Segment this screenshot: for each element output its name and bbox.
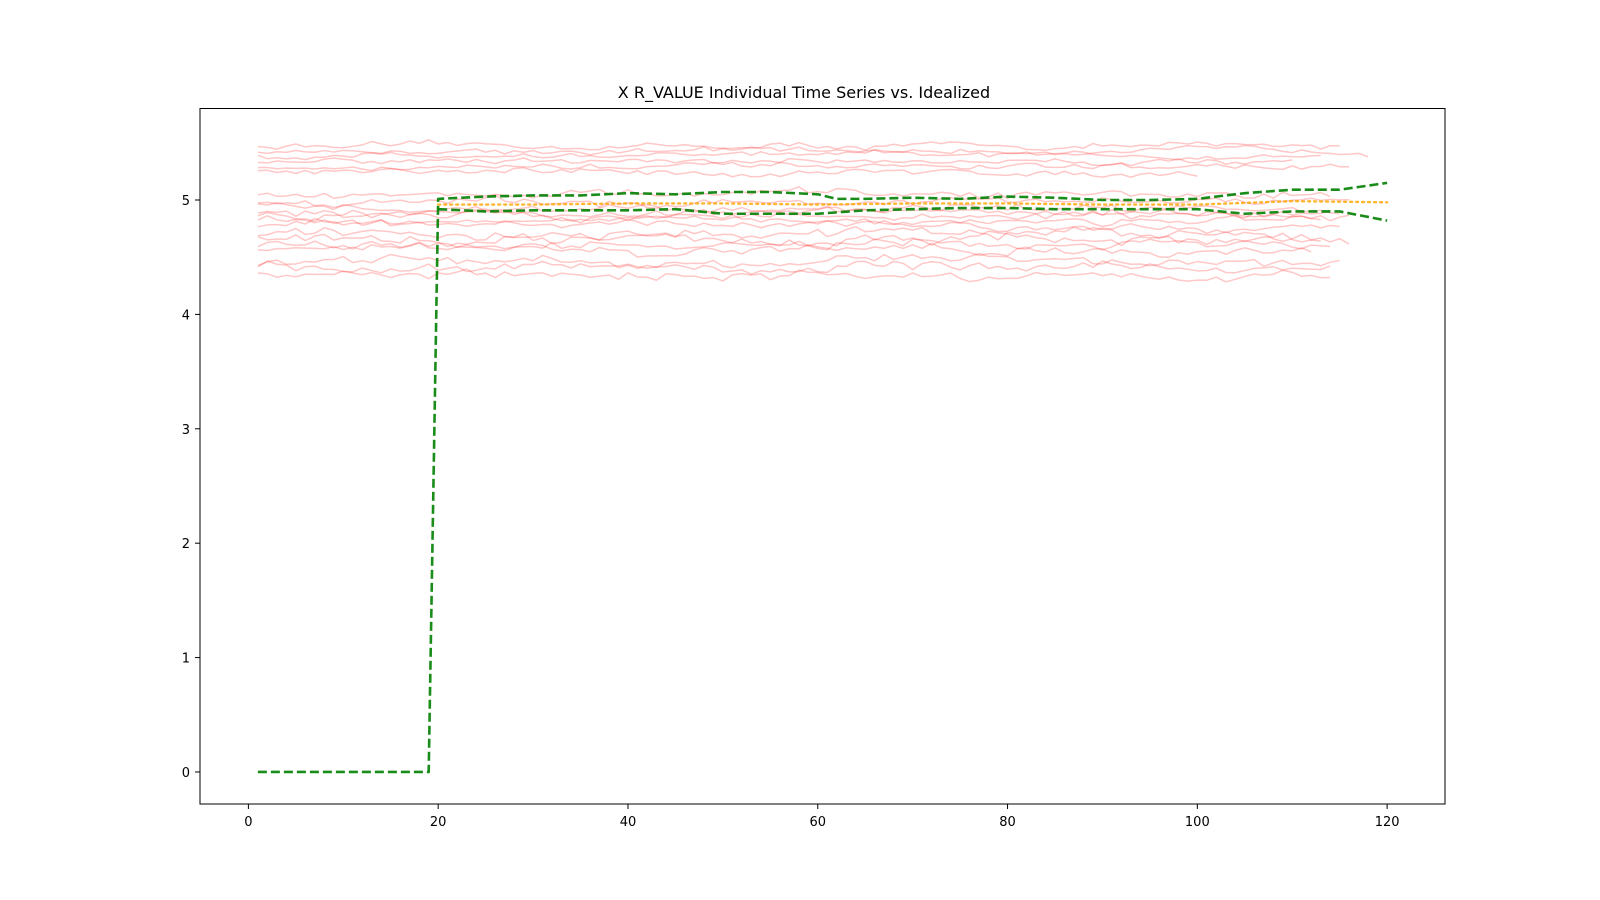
- x-tick-label: 20: [430, 815, 447, 830]
- chart-title: X R_VALUE Individual Time Series vs. Ide…: [618, 83, 990, 103]
- individual-series-line-14: [257, 226, 1350, 245]
- individual-series-line-17: [257, 242, 1312, 259]
- x-tick-label: 100: [1185, 815, 1210, 830]
- individual-series-line-12: [257, 213, 1350, 228]
- individual-series-line-3: [257, 149, 1321, 161]
- individual-series-line-19: [257, 260, 1331, 275]
- individual-series-line-1: [257, 139, 1340, 152]
- individual-series-line-5: [257, 161, 1350, 172]
- individual-series-line-16: [257, 238, 1331, 251]
- upper-bound-line: [257, 181, 1388, 774]
- lower-bound-line: [438, 206, 1388, 222]
- individual-series-line-15: [257, 230, 1321, 248]
- y-tick-label: 3: [182, 423, 190, 438]
- x-tick-label: 60: [809, 815, 826, 830]
- x-tick-label: 0: [244, 815, 252, 830]
- x-tick-label: 120: [1375, 815, 1400, 830]
- individual-series-line-6: [257, 166, 1198, 178]
- x-axis: 0 20 40 60 80 100 120: [244, 804, 1400, 830]
- y-tick-label: 4: [182, 308, 190, 323]
- plot-frame: [199, 108, 1446, 805]
- plot-area: [257, 139, 1389, 774]
- individual-series-line-2: [257, 144, 1369, 158]
- individual-series-line-8: [257, 194, 1350, 209]
- y-tick-label: 0: [182, 766, 190, 781]
- x-tick-label: 80: [999, 815, 1016, 830]
- y-tick-label: 1: [182, 652, 190, 667]
- individual-series-line-7: [257, 186, 1331, 200]
- y-tick-label: 5: [182, 194, 190, 209]
- idealized-line: [436, 199, 1389, 206]
- individual-series-line-4: [257, 157, 1293, 167]
- individual-series-line-10: [257, 206, 1331, 219]
- y-axis: 0 1 2 3 4 5: [182, 194, 200, 781]
- y-tick-label: 2: [182, 537, 190, 552]
- x-tick-label: 40: [620, 815, 637, 830]
